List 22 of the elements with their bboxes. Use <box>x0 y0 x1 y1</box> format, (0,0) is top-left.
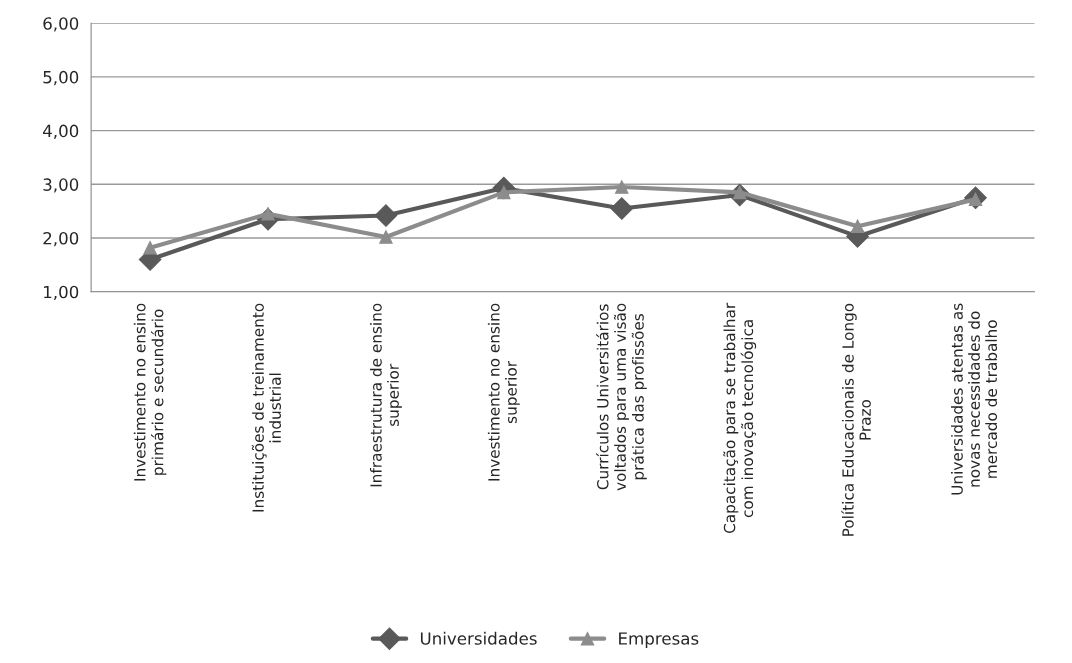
legend-label: Empresas <box>619 632 699 648</box>
y-tick-label: 3,00 <box>43 178 79 193</box>
x-tick-label: Investimento no ensino superior <box>487 303 520 481</box>
point <box>143 240 157 255</box>
y-tick-label: 4,00 <box>43 124 79 139</box>
x-tick-label: Infraestrutura de ensino superior <box>369 303 402 487</box>
x-tick-label: Capacitação para se trabalhar com inovação tecnológica <box>723 302 757 534</box>
point <box>379 230 393 244</box>
y-tick-label: 2,00 <box>43 231 79 247</box>
y-tick-label: 6,00 <box>43 17 79 32</box>
point <box>614 180 629 194</box>
x-tick-label: Instituições de treinamento industrial <box>251 303 281 512</box>
legend-label: Universidades <box>420 631 537 645</box>
x-tick-label: Política Educacionais de Longo Prazo <box>841 303 871 536</box>
x-tick-label: Investimento no ensino primário e secundário <box>133 303 167 481</box>
x-tick-label: Universidades atentas as novas necessidades do mercado de trabalho <box>951 303 998 495</box>
point <box>610 197 634 220</box>
point <box>374 204 398 227</box>
y-tick-label: 1,00 <box>44 285 79 300</box>
point <box>850 219 865 233</box>
y-tick-label: 5,00 <box>43 70 79 86</box>
x-tick-label: Currículos Universitários voltados para uma visão prática das profissões <box>596 303 647 491</box>
